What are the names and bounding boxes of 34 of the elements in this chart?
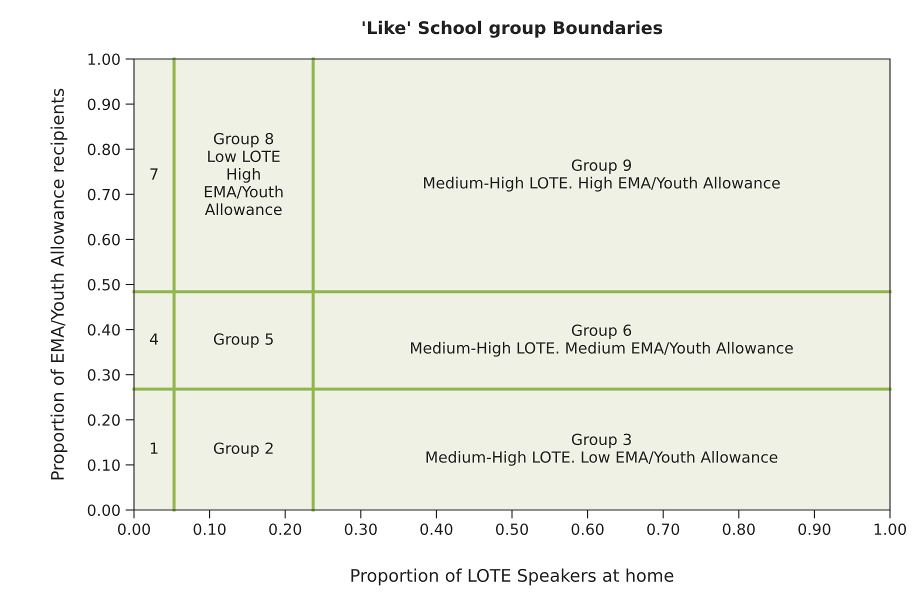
annotation: Group 9 Medium-High LOTE. High EMA/Youth Allowance (424, 159, 780, 192)
x-tick-label: 0.60 (572, 523, 604, 536)
chart-title: 'Like' School group Boundaries (362, 20, 662, 38)
y-tick-label: 0.70 (88, 188, 120, 200)
y-tick-label: 1.00 (88, 53, 120, 66)
y-tick-label: 0.50 (88, 278, 120, 291)
x-tick-label: 0.80 (722, 523, 755, 536)
x-tick-label: 0.70 (647, 523, 680, 536)
x-axis-title: Proportion of LOTE Speakers at home (351, 568, 674, 586)
annotation: 1 (150, 442, 158, 454)
y-tick-label: 0.40 (88, 324, 120, 336)
x-tick-label: 0.10 (194, 523, 226, 536)
x-tick-label: 0.30 (344, 523, 377, 536)
y-tick-label: 0.00 (88, 504, 120, 516)
y-tick-label: 0.20 (88, 414, 120, 426)
x-tick-label: 1.00 (874, 523, 906, 536)
x-tick-label: 0.20 (269, 523, 302, 536)
x-tick-label: 0.90 (798, 523, 830, 536)
annotation: Group 5 (214, 333, 273, 348)
x-tick-label: 0.50 (496, 523, 528, 536)
annotation: Group 6 Medium-High LOTE. Medium EMA/Youth Allowance (411, 324, 793, 357)
annotation: Group 8 Low LOTE High EMA/Youth Allowance (204, 132, 283, 216)
y-tick-label: 0.60 (88, 234, 120, 246)
x-tick-label: 0.40 (420, 523, 452, 536)
y-tick-label: 0.10 (88, 459, 120, 471)
annotation: 7 (150, 168, 158, 180)
annotation: 4 (150, 334, 158, 345)
annotation: Group 3 Medium-High LOTE. Low EMA/Youth Allowance (426, 434, 778, 466)
y-axis-title: Proportion of EMA/Youth Allowance recipients (50, 88, 68, 480)
y-tick-label: 0.90 (88, 98, 120, 110)
y-tick-label: 0.30 (88, 369, 120, 381)
y-tick-label: 0.80 (88, 144, 120, 156)
x-tick-label: 0.00 (118, 523, 150, 536)
annotation: Group 2 (214, 442, 273, 457)
